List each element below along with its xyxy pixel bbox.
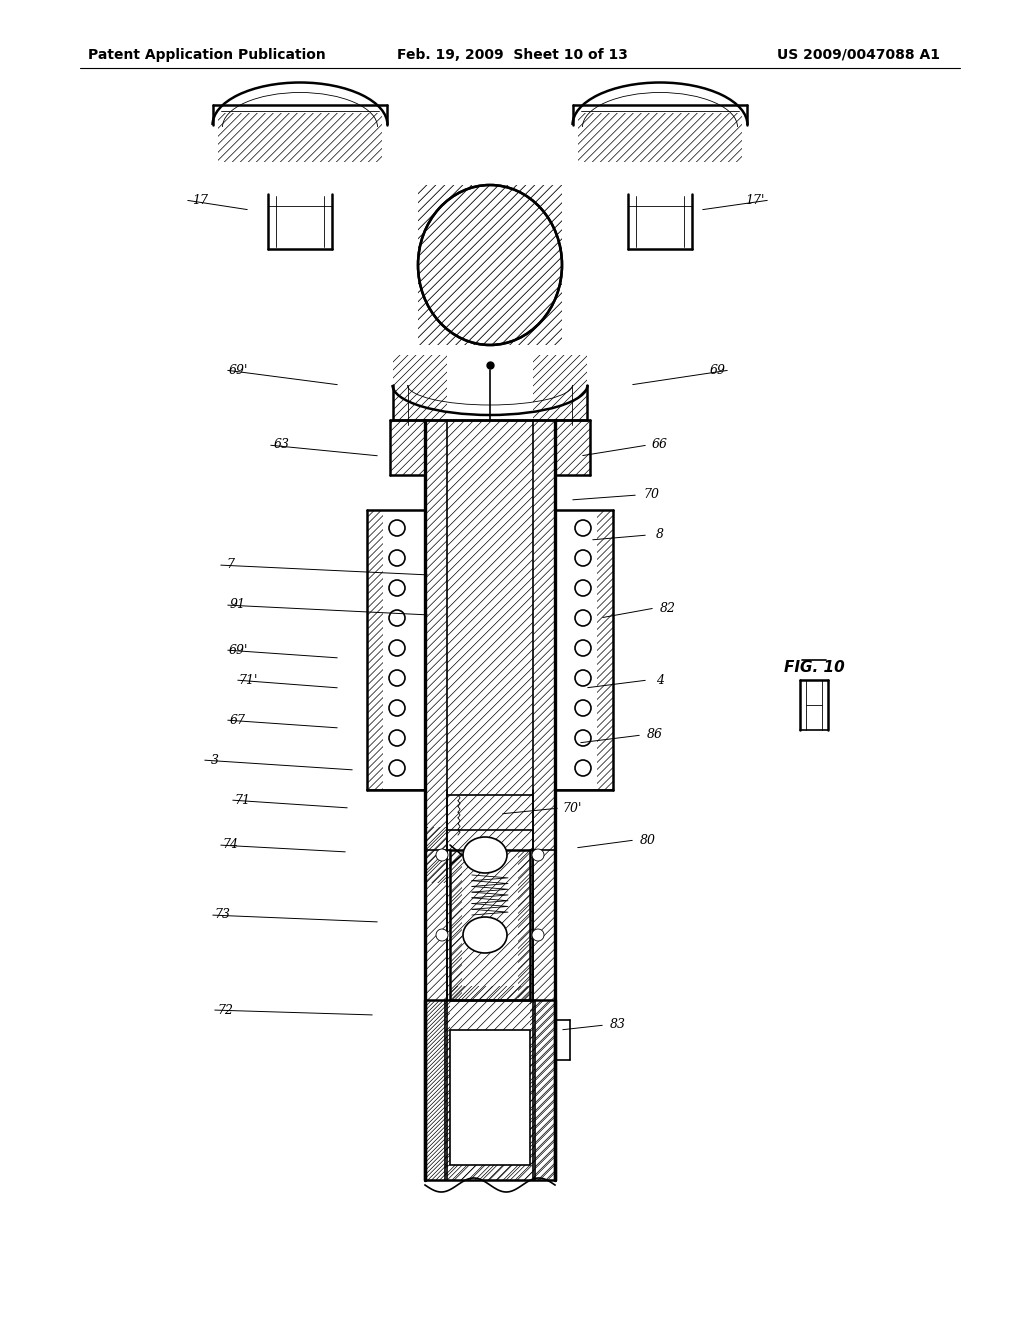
Circle shape [575,671,591,686]
Bar [367,510,383,789]
Circle shape [389,520,406,536]
Text: 71: 71 [234,793,250,807]
Circle shape [389,700,406,715]
Ellipse shape [418,185,562,345]
Circle shape [389,579,406,597]
Bar [218,114,382,162]
Circle shape [575,579,591,597]
Circle shape [389,760,406,776]
Bar [425,420,447,1180]
Ellipse shape [463,917,507,953]
Text: 63: 63 [274,438,290,451]
Bar [597,510,613,789]
Bar [450,850,462,1001]
Text: 71': 71' [239,673,258,686]
Text: FIG. 10: FIG. 10 [783,660,845,676]
Bar [578,114,742,162]
Circle shape [389,640,406,656]
Bar [530,1001,535,1166]
Circle shape [575,520,591,536]
Text: 70': 70' [562,801,582,814]
Text: 86: 86 [647,729,663,742]
Circle shape [532,849,544,861]
Circle shape [575,610,591,626]
Bar [518,850,530,1001]
Circle shape [575,730,591,746]
Bar [450,986,530,1001]
Text: 82: 82 [660,602,676,615]
Circle shape [575,550,591,566]
Text: Feb. 19, 2009  Sheet 10 of 13: Feb. 19, 2009 Sheet 10 of 13 [396,48,628,62]
Bar [445,1001,450,1166]
Text: 69: 69 [710,363,726,376]
Bar [393,355,447,420]
Text: 74: 74 [222,838,238,851]
Text: 73: 73 [214,908,230,921]
Text: US 2009/0047088 A1: US 2009/0047088 A1 [777,48,940,62]
Bar [555,420,590,475]
Text: 3: 3 [211,754,219,767]
Ellipse shape [463,837,507,873]
Bar [418,185,562,345]
Text: 8: 8 [656,528,664,541]
Text: 17: 17 [193,194,208,206]
Bar [535,1001,555,1180]
Text: 17': 17' [745,194,765,206]
Circle shape [575,700,591,715]
Circle shape [436,849,449,861]
Text: 80: 80 [640,833,656,846]
Text: 70: 70 [643,488,659,502]
Text: 69': 69' [228,644,248,656]
Bar [450,1030,530,1166]
Text: 72: 72 [217,1003,233,1016]
Circle shape [389,730,406,746]
Circle shape [532,929,544,941]
Bar [534,420,555,1180]
Bar [445,1166,535,1180]
Text: 69': 69' [228,363,248,376]
Text: 91: 91 [230,598,246,611]
Text: 66: 66 [652,438,668,451]
Circle shape [389,610,406,626]
Circle shape [436,929,449,941]
Text: Patent Application Publication: Patent Application Publication [88,48,326,62]
Circle shape [575,640,591,656]
Bar [425,1001,445,1180]
Circle shape [389,550,406,566]
Circle shape [575,760,591,776]
Bar [425,828,447,883]
Bar [447,420,534,1180]
Text: 4: 4 [656,673,664,686]
Text: 7: 7 [226,558,234,572]
Text: 83: 83 [610,1019,626,1031]
Bar [534,355,587,420]
Circle shape [389,671,406,686]
Bar [390,420,425,475]
Text: 67: 67 [230,714,246,726]
